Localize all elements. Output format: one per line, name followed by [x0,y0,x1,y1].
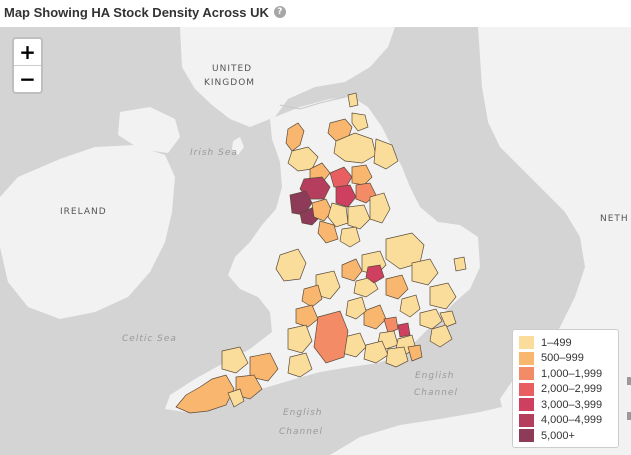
legend-label: 1–499 [541,336,572,349]
region-wiltshire [313,310,349,364]
region-derbyshire [327,202,349,228]
zoom-control: + − [12,37,43,94]
region-nottinghamshire [347,204,371,230]
region-london-west [383,316,399,334]
region-south-coast-3 [385,346,409,368]
edge-marker-1 [627,377,631,385]
legend-label: 3,000–3,999 [541,398,603,411]
region-suffolk [411,258,439,286]
legend-label: 4,000–4,999 [541,414,603,427]
region-north-east-1 [347,92,359,108]
region-somerset [287,324,313,354]
page-title: Map Showing HA Stock Density Across UK [4,4,269,20]
legend-item: 1–499 [519,335,612,351]
region-south-coast-2 [363,340,389,364]
legend-swatch [519,351,534,365]
legend-item: 5,000+ [519,428,612,444]
region-devon-east [249,352,279,382]
region-yorkshire-east [373,138,399,170]
map-header: Map Showing HA Stock Density Across UK ? [4,3,286,21]
legend-item: 500–999 [519,351,612,367]
label-irish-sea: Irish Sea [190,148,238,158]
label-kingdom: KINGDOM [204,78,256,88]
label-ireland: IRELAND [60,207,107,217]
scotland-border-line [279,96,346,110]
label-english-channel-south-2: Channel [279,427,323,437]
legend-item: 4,000–4,999 [519,413,612,429]
england-wales-land [165,97,480,412]
region-east-norfolk [453,256,467,272]
region-kent-east [439,310,457,328]
legend-item: 2,000–2,999 [519,382,612,398]
legend-swatch [519,413,534,427]
region-london-east [397,322,411,338]
region-west-yorkshire-1 [329,166,353,188]
edge-marker-2 [627,412,631,420]
region-kent-north [419,308,443,330]
region-west-midlands [341,258,363,282]
help-circle-icon[interactable]: ? [273,6,286,18]
region-dorset [287,352,313,378]
region-sheffield [335,184,357,208]
legend-item: 1,000–1,999 [519,366,612,382]
region-yorkshire-north [333,132,377,164]
legend-swatch [519,398,534,412]
legend-item: 3,000–3,999 [519,397,612,413]
label-english-channel-east-2: Channel [414,388,458,398]
region-lincolnshire [369,192,391,224]
region-buckinghamshire [363,304,387,330]
region-north-east-3 [351,112,369,132]
legend-label: 1,000–1,999 [541,367,603,380]
legend-swatch [519,382,534,396]
region-hertfordshire [385,274,409,300]
region-cornwall [175,374,235,414]
region-kent-south [429,324,453,348]
legend-swatch [519,367,534,381]
legend-swatch [519,429,534,443]
region-leicestershire [339,226,361,248]
zoom-out-button[interactable]: − [19,67,36,91]
legend-label: 2,000–2,999 [541,383,603,396]
choropleth-regions [175,92,467,414]
region-oxfordshire [345,296,367,320]
region-worcestershire [301,284,323,308]
region-essex [429,282,457,310]
zoom-in-button[interactable]: + [14,39,41,66]
region-shropshire [275,248,307,282]
region-bristol [295,304,319,328]
region-birmingham [365,264,385,284]
map-legend: 1–499 500–999 1,000–1,999 2,000–2,999 3,… [512,329,619,448]
region-portsmouth [407,344,423,362]
region-devon-north [221,346,249,374]
label-united: UNITED [212,64,253,74]
region-staffordshire [317,220,339,244]
region-cumbria-coast [285,122,305,152]
region-merseyside [289,190,313,216]
label-celtic-sea: Celtic Sea [122,334,177,344]
region-west-yorkshire-2 [351,164,373,186]
northern-ireland-land [118,107,180,153]
legend-swatch [519,336,534,350]
legend-label: 500–999 [541,352,584,365]
northern-france-land [330,405,560,455]
scotland-land [180,27,395,127]
isle-of-man [232,137,244,155]
ireland-land [0,145,175,319]
region-plymouth [227,388,245,408]
label-english-channel-east-1: English [415,371,455,381]
label-english-channel-south-1: English [283,408,323,418]
legend-label: 5,000+ [541,429,575,442]
label-netherlands: NETH [600,214,629,224]
region-bedfordshire [399,294,421,318]
